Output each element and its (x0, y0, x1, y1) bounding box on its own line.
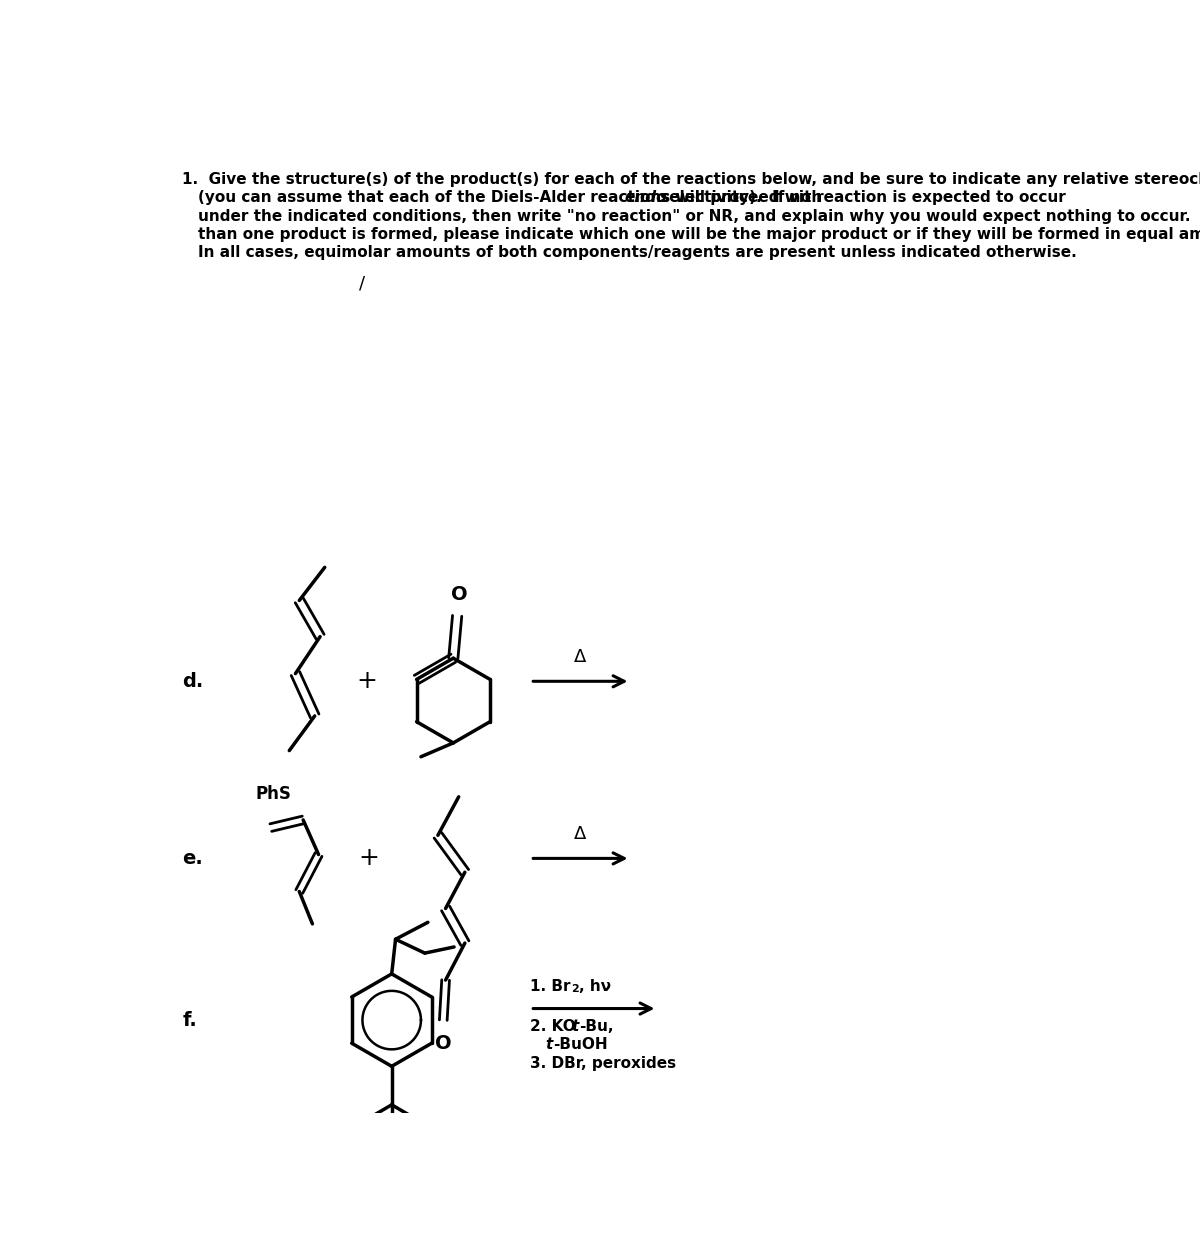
Text: selectivity).  If no reaction is expected to occur: selectivity). If no reaction is expected… (655, 190, 1066, 205)
Text: than one product is formed, please indicate which one will be the major product : than one product is formed, please indic… (198, 228, 1200, 242)
Text: under the indicated conditions, then write "no reaction" or NR, and explain why : under the indicated conditions, then wri… (198, 209, 1200, 224)
Text: (you can assume that each of the Diels-Alder reactions will proceed with: (you can assume that each of the Diels-A… (198, 190, 827, 205)
Text: 3. DBr, peroxides: 3. DBr, peroxides (530, 1055, 677, 1070)
Text: f.: f. (182, 1010, 197, 1030)
Text: 1. Br: 1. Br (530, 979, 571, 994)
Text: Δ: Δ (574, 648, 587, 666)
Text: 2: 2 (571, 984, 578, 994)
Text: In all cases, equimolar amounts of both components/reagents are present unless i: In all cases, equimolar amounts of both … (198, 245, 1076, 260)
Text: endo: endo (624, 190, 667, 205)
Text: t: t (571, 1019, 578, 1034)
Text: PhS: PhS (256, 785, 292, 802)
Text: 2. KO: 2. KO (530, 1019, 576, 1034)
Text: e.: e. (182, 849, 203, 868)
Text: , hν: , hν (578, 979, 611, 994)
Text: d.: d. (182, 671, 204, 691)
Text: 1.  Give the structure(s) of the product(s) for each of the reactions below, and: 1. Give the structure(s) of the product(… (182, 171, 1200, 186)
Text: -BuOH: -BuOH (553, 1038, 608, 1052)
Text: +: + (358, 846, 379, 870)
Text: Δ: Δ (574, 825, 587, 842)
Text: O: O (434, 1034, 451, 1052)
Text: -Bu,: -Bu, (578, 1019, 613, 1034)
Text: +: + (356, 669, 378, 694)
Text: t: t (546, 1038, 553, 1052)
Text: /: / (359, 275, 366, 292)
Text: O: O (451, 585, 468, 604)
